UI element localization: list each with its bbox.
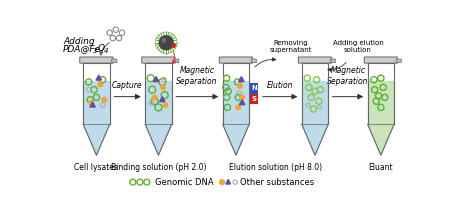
FancyArrowPatch shape — [173, 51, 176, 64]
FancyBboxPatch shape — [298, 57, 332, 63]
Polygon shape — [96, 75, 101, 80]
Polygon shape — [302, 124, 328, 155]
Polygon shape — [239, 100, 245, 105]
FancyBboxPatch shape — [173, 59, 179, 63]
Polygon shape — [83, 124, 109, 155]
Circle shape — [236, 105, 241, 110]
Text: PDA@Fe: PDA@Fe — [63, 44, 101, 53]
Polygon shape — [368, 81, 394, 124]
FancyBboxPatch shape — [330, 59, 336, 63]
FancyBboxPatch shape — [219, 57, 253, 63]
Text: N: N — [251, 85, 257, 91]
Circle shape — [152, 95, 157, 100]
Text: Magnetic
Separation: Magnetic Separation — [327, 66, 369, 86]
Text: Eluant: Eluant — [369, 163, 393, 172]
Text: Adding: Adding — [63, 37, 95, 46]
Text: 3: 3 — [93, 48, 98, 54]
Circle shape — [102, 97, 107, 102]
Polygon shape — [90, 102, 95, 107]
Polygon shape — [145, 124, 172, 155]
Circle shape — [89, 100, 93, 105]
Circle shape — [161, 85, 165, 90]
Text: Capture: Capture — [112, 81, 143, 91]
FancyBboxPatch shape — [80, 57, 113, 63]
Polygon shape — [83, 81, 109, 124]
FancyArrowPatch shape — [328, 63, 346, 71]
Text: Elution: Elution — [267, 81, 293, 91]
Circle shape — [163, 103, 168, 108]
Polygon shape — [302, 81, 328, 124]
Text: Removing
supernatant: Removing supernatant — [270, 40, 312, 53]
Polygon shape — [368, 124, 394, 155]
Circle shape — [237, 84, 242, 88]
FancyBboxPatch shape — [396, 59, 401, 63]
FancyBboxPatch shape — [251, 59, 256, 63]
Bar — [250, 83, 258, 94]
Text: Other substances: Other substances — [240, 178, 314, 187]
Bar — [250, 94, 258, 104]
Circle shape — [98, 82, 103, 87]
Text: Elution solution (pH 8.0): Elution solution (pH 8.0) — [229, 163, 322, 172]
Polygon shape — [223, 124, 249, 155]
Text: O: O — [97, 44, 104, 53]
Polygon shape — [160, 97, 165, 102]
Text: Binding solution (pH 2.0): Binding solution (pH 2.0) — [111, 163, 206, 172]
Text: Adding elution
solution: Adding elution solution — [333, 40, 383, 53]
FancyArrowPatch shape — [100, 43, 109, 55]
Circle shape — [159, 36, 173, 50]
Text: 4: 4 — [103, 48, 108, 54]
Circle shape — [219, 180, 224, 184]
Text: Genomic DNA: Genomic DNA — [155, 178, 213, 187]
FancyArrowPatch shape — [255, 58, 276, 67]
Circle shape — [240, 95, 245, 100]
Polygon shape — [154, 77, 159, 82]
Text: Cell lysates: Cell lysates — [74, 163, 118, 172]
FancyBboxPatch shape — [364, 57, 398, 63]
FancyBboxPatch shape — [142, 57, 175, 63]
Text: S: S — [252, 96, 256, 102]
Circle shape — [162, 38, 166, 42]
Polygon shape — [145, 81, 172, 124]
Polygon shape — [239, 77, 244, 82]
Text: Magnetic
Separation: Magnetic Separation — [176, 66, 218, 86]
Polygon shape — [223, 81, 249, 124]
Polygon shape — [226, 179, 230, 184]
FancyBboxPatch shape — [112, 59, 117, 63]
